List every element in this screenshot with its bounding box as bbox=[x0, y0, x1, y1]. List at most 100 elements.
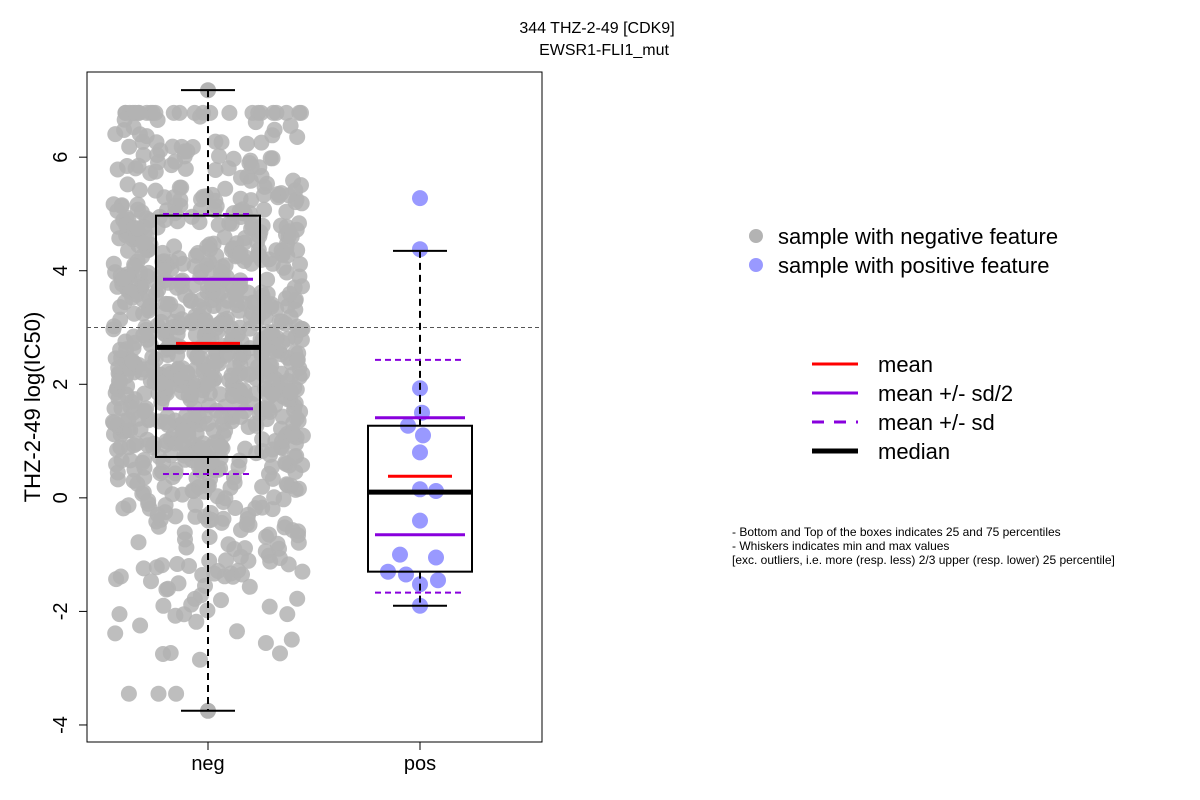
neg-point bbox=[178, 407, 195, 424]
y-tick-label: -2 bbox=[50, 603, 72, 621]
neg-point bbox=[268, 104, 285, 121]
x-tick-label: pos bbox=[404, 753, 436, 775]
neg-point bbox=[120, 497, 137, 514]
neg-point bbox=[134, 277, 151, 293]
neg-point bbox=[115, 270, 132, 287]
neg-point bbox=[156, 262, 172, 278]
neg-point bbox=[126, 437, 142, 454]
neg-point bbox=[179, 364, 196, 381]
neg-point bbox=[199, 602, 216, 619]
neg-point bbox=[165, 319, 182, 335]
neg-point bbox=[145, 439, 162, 456]
y-tick-label: 4 bbox=[50, 265, 72, 276]
neg-point bbox=[226, 360, 243, 377]
iqr-box bbox=[155, 214, 261, 458]
neg-point bbox=[259, 271, 276, 288]
neg-point bbox=[112, 341, 129, 358]
neg-point bbox=[290, 480, 307, 497]
neg-point bbox=[261, 598, 278, 615]
neg-point bbox=[229, 623, 245, 640]
neg-point bbox=[282, 285, 298, 302]
neg-point bbox=[167, 508, 184, 525]
neg-point bbox=[225, 150, 242, 167]
neg-point bbox=[254, 443, 271, 460]
neg-point bbox=[218, 552, 234, 569]
neg-point bbox=[134, 133, 151, 150]
neg-point bbox=[262, 150, 279, 167]
legend-point-marker bbox=[749, 258, 763, 272]
neg-point bbox=[239, 135, 255, 152]
legend-line-label: median bbox=[878, 439, 950, 464]
neg-point bbox=[264, 127, 281, 144]
neg-point bbox=[150, 154, 166, 171]
pos-point bbox=[412, 241, 428, 258]
neg-point bbox=[257, 359, 274, 376]
neg-point bbox=[215, 510, 232, 527]
neg-point bbox=[215, 299, 232, 316]
neg-point bbox=[147, 104, 164, 121]
neg-point bbox=[250, 246, 267, 263]
neg-point bbox=[237, 230, 254, 246]
neg-point bbox=[150, 685, 167, 702]
neg-point bbox=[199, 238, 216, 255]
neg-point bbox=[220, 536, 237, 553]
neg-point bbox=[254, 431, 271, 448]
neg-point bbox=[255, 303, 272, 320]
neg-point bbox=[213, 272, 230, 289]
neg-point bbox=[197, 577, 213, 594]
neg-point bbox=[188, 470, 205, 487]
neg-point bbox=[174, 384, 191, 401]
neg-point bbox=[131, 182, 148, 199]
neg-point bbox=[212, 438, 229, 455]
neg-point bbox=[207, 133, 224, 150]
legend-point-label: sample with positive feature bbox=[778, 253, 1049, 278]
neg-point bbox=[121, 138, 138, 155]
neg-point bbox=[255, 186, 272, 203]
neg-point bbox=[228, 291, 245, 308]
pos-point bbox=[415, 427, 431, 444]
neg-point bbox=[278, 264, 295, 281]
neg-point bbox=[282, 117, 299, 134]
pos-point bbox=[412, 190, 428, 207]
neg-point bbox=[190, 298, 207, 315]
x-tick-label: neg bbox=[191, 753, 224, 775]
neg-point bbox=[290, 527, 306, 544]
neg-point bbox=[224, 387, 241, 404]
neg-point bbox=[257, 635, 274, 651]
neg-point bbox=[180, 428, 197, 445]
neg-point bbox=[154, 244, 171, 261]
neg-point bbox=[262, 553, 279, 570]
plot-frame bbox=[86, 71, 543, 743]
neg-point bbox=[143, 573, 159, 590]
neg-point bbox=[264, 324, 280, 341]
y-tick-label: 6 bbox=[50, 152, 72, 163]
neg-point bbox=[198, 317, 215, 334]
pos-point bbox=[412, 444, 428, 461]
neg-point bbox=[192, 651, 208, 668]
neg-point bbox=[176, 447, 193, 464]
neg-point bbox=[200, 376, 217, 393]
legend-point-label: sample with negative feature bbox=[778, 224, 1058, 249]
neg-point bbox=[279, 247, 296, 264]
neg-point bbox=[119, 176, 136, 193]
neg-point bbox=[272, 645, 288, 662]
neg-point bbox=[105, 413, 121, 430]
neg-point bbox=[157, 414, 174, 431]
neg-point bbox=[140, 264, 157, 281]
neg-point bbox=[165, 189, 182, 206]
pos-point bbox=[412, 512, 428, 529]
neg-point bbox=[111, 374, 128, 390]
neg-point bbox=[260, 401, 277, 418]
neg-point bbox=[177, 287, 194, 304]
neg-point bbox=[167, 461, 184, 478]
neg-point bbox=[293, 320, 310, 337]
legend-line-label: mean bbox=[878, 352, 933, 377]
y-tick-label: 0 bbox=[50, 492, 72, 503]
boxes-layer bbox=[87, 89, 542, 712]
neg-point bbox=[108, 456, 125, 473]
neg-point bbox=[176, 606, 192, 623]
neg-point bbox=[211, 316, 228, 333]
neg-point bbox=[109, 203, 126, 219]
y-tick-label: 2 bbox=[50, 379, 72, 390]
